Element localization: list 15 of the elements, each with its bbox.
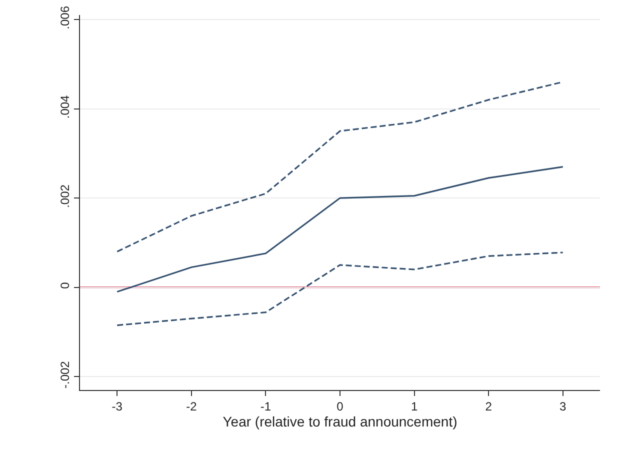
x-axis-title: Year (relative to fraud announcement) [222,413,458,430]
line-series [116,252,564,326]
y-tick-label: -.002 [58,360,72,388]
x-tick-label: -1 [260,399,272,414]
x-tick-label: 2 [485,399,492,414]
y-tick-label: 0 [58,282,72,289]
x-tick-label: 0 [336,399,344,414]
x-tick-label: 1 [410,399,418,414]
x-tick-label: -3 [112,399,123,414]
y-tick-label: .002 [58,184,72,208]
y-tick-label: .006 [58,6,72,30]
line-series [116,166,564,293]
y-tick-label: .004 [58,94,72,119]
x-tick-label: -2 [186,399,198,414]
x-tick-label: 3 [560,399,567,414]
